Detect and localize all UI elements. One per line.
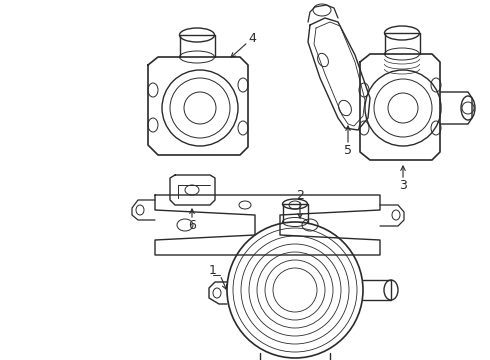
Text: 2: 2: [296, 189, 304, 202]
Text: 4: 4: [248, 32, 256, 45]
Text: 1: 1: [209, 265, 217, 278]
Text: 3: 3: [399, 179, 407, 192]
Text: 5: 5: [344, 144, 352, 157]
Text: 6: 6: [188, 219, 196, 231]
